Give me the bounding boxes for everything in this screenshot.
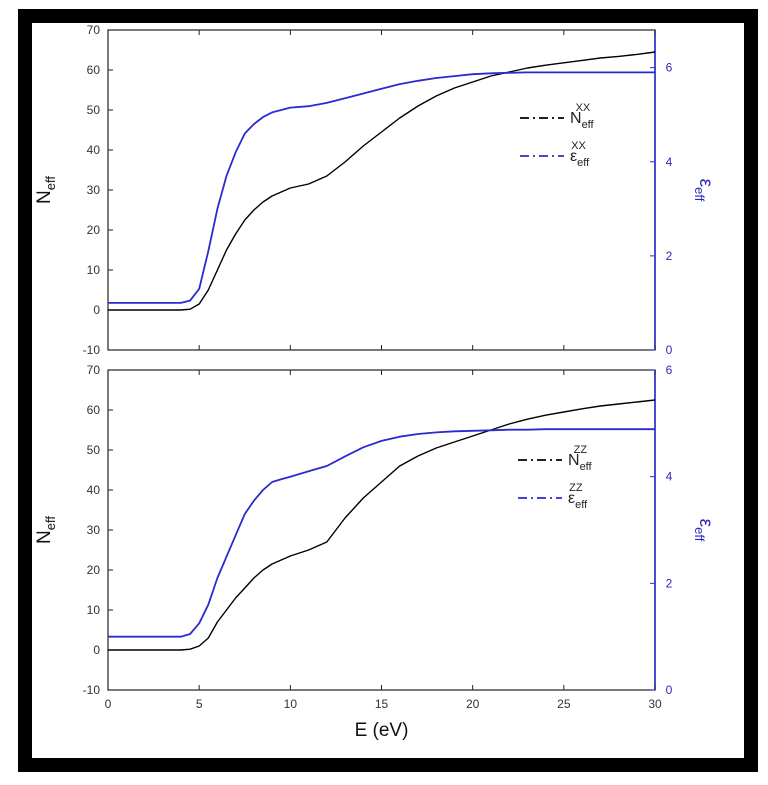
y-tick-label: 20 bbox=[87, 223, 101, 237]
legend-label-sup: XX bbox=[571, 140, 586, 152]
y-axis-label-sub: eff bbox=[43, 516, 58, 531]
x-tick-label: 5 bbox=[196, 697, 203, 711]
legend-label: Neff XX bbox=[570, 102, 595, 131]
legend-label: εeff ZZ bbox=[568, 482, 588, 511]
series-line-eps-eff bbox=[108, 71, 655, 304]
y-axis-label-sub: eff bbox=[43, 176, 58, 191]
legend-label: Neff ZZ bbox=[568, 444, 593, 473]
legend-label-sub: eff bbox=[580, 461, 593, 473]
legend-label: εeff XX bbox=[570, 140, 590, 169]
series-line-n-eff bbox=[108, 399, 656, 651]
x-tick-label: 30 bbox=[648, 697, 662, 711]
legend-label-main: N bbox=[570, 110, 582, 127]
legend-label-sub: eff bbox=[577, 157, 590, 169]
y-tick-label: 70 bbox=[87, 23, 101, 37]
y-tick-label: 50 bbox=[87, 443, 101, 457]
y-tick-label: 10 bbox=[87, 263, 101, 277]
y-tick-label: 10 bbox=[87, 603, 101, 617]
y-tick-label: 60 bbox=[87, 63, 101, 77]
x-tick-label: 20 bbox=[466, 697, 480, 711]
x-axis-label: E (eV) bbox=[355, 720, 409, 741]
y2-tick-label: 4 bbox=[666, 470, 673, 484]
y-axis-label: Neff bbox=[34, 516, 58, 544]
y2-axis-label: εeff bbox=[692, 519, 716, 542]
plot-area bbox=[107, 29, 656, 351]
legend-label-main: N bbox=[568, 452, 580, 469]
x-tick-label: 10 bbox=[284, 697, 298, 711]
x-tick-label: 25 bbox=[557, 697, 571, 711]
legend-label-sub: eff bbox=[575, 499, 588, 511]
x-tick-label: 0 bbox=[105, 697, 112, 711]
plot-area bbox=[107, 369, 656, 691]
y-axis-label: Neff bbox=[34, 176, 58, 204]
y2-tick-label: 4 bbox=[666, 155, 673, 169]
x-tick-label: 15 bbox=[375, 697, 389, 711]
y2-axis-label-sub: eff bbox=[692, 527, 707, 542]
y-tick-label: 0 bbox=[93, 643, 100, 657]
y2-tick-label: 6 bbox=[666, 363, 673, 377]
y-tick-label: 40 bbox=[87, 143, 101, 157]
legend-label-sup: XX bbox=[576, 102, 591, 114]
y-tick-label: 40 bbox=[87, 483, 101, 497]
y-tick-label: -10 bbox=[83, 343, 101, 357]
y2-tick-label: 0 bbox=[666, 343, 673, 357]
y2-tick-label: 0 bbox=[666, 683, 673, 697]
y2-tick-label: 6 bbox=[666, 61, 673, 75]
legend-label-main: ε bbox=[568, 490, 575, 507]
series-line-n-eff bbox=[108, 51, 656, 311]
y2-tick-label: 2 bbox=[666, 249, 673, 263]
legend-label-sub: eff bbox=[582, 119, 595, 131]
legend-label-main: ε bbox=[570, 148, 577, 165]
y2-axis-label-sub: eff bbox=[692, 187, 707, 202]
y-tick-label: 20 bbox=[87, 563, 101, 577]
y2-axis-label: εeff bbox=[692, 179, 716, 202]
y-tick-label: 60 bbox=[87, 403, 101, 417]
y-tick-label: 30 bbox=[87, 523, 101, 537]
legend-label-sup: ZZ bbox=[569, 482, 583, 494]
y-tick-label: 0 bbox=[93, 303, 100, 317]
y-tick-label: 70 bbox=[87, 363, 101, 377]
y-tick-label: -10 bbox=[83, 683, 101, 697]
figure-frame bbox=[18, 9, 758, 772]
y-tick-label: 50 bbox=[87, 103, 101, 117]
y2-tick-label: 2 bbox=[666, 576, 673, 590]
y-tick-label: 30 bbox=[87, 183, 101, 197]
series-line-eps-eff bbox=[108, 428, 655, 638]
legend-label-sup: ZZ bbox=[574, 444, 588, 456]
